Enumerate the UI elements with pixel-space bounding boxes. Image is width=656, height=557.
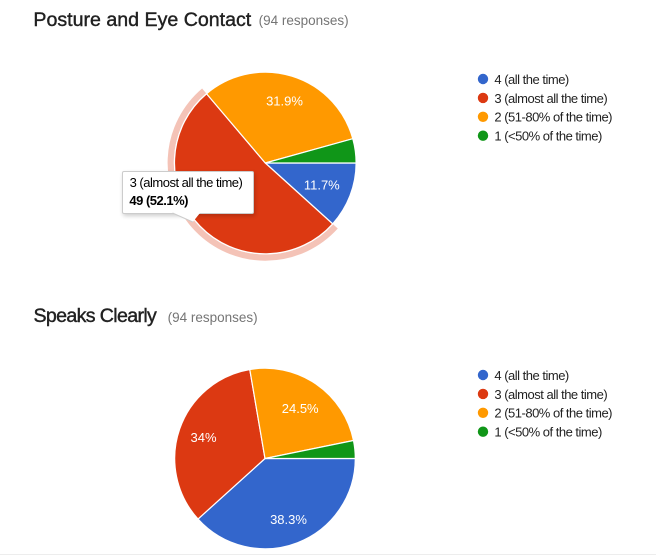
svg-text:2 (51-80% of the time): 2 (51-80% of the time) xyxy=(494,110,612,125)
svg-text:3 (almost all the time): 3 (almost all the time) xyxy=(494,91,607,106)
svg-text:2 (51-80% of the time): 2 (51-80% of the time) xyxy=(494,406,612,421)
svg-text:11.7%: 11.7% xyxy=(304,178,340,193)
svg-text:4 (all the time): 4 (all the time) xyxy=(494,368,569,383)
svg-text:38.3%: 38.3% xyxy=(270,512,307,527)
svg-text:31.9%: 31.9% xyxy=(266,93,303,108)
svg-text:1 (<50% of the time): 1 (<50% of the time) xyxy=(494,425,602,440)
svg-text:3 (almost all the time): 3 (almost all the time) xyxy=(494,387,607,402)
svg-text:1 (<50% of the time): 1 (<50% of the time) xyxy=(494,129,602,144)
svg-text:34%: 34% xyxy=(190,430,216,445)
svg-text:24.5%: 24.5% xyxy=(282,401,319,416)
svg-text:4 (all the time): 4 (all the time) xyxy=(494,72,569,87)
